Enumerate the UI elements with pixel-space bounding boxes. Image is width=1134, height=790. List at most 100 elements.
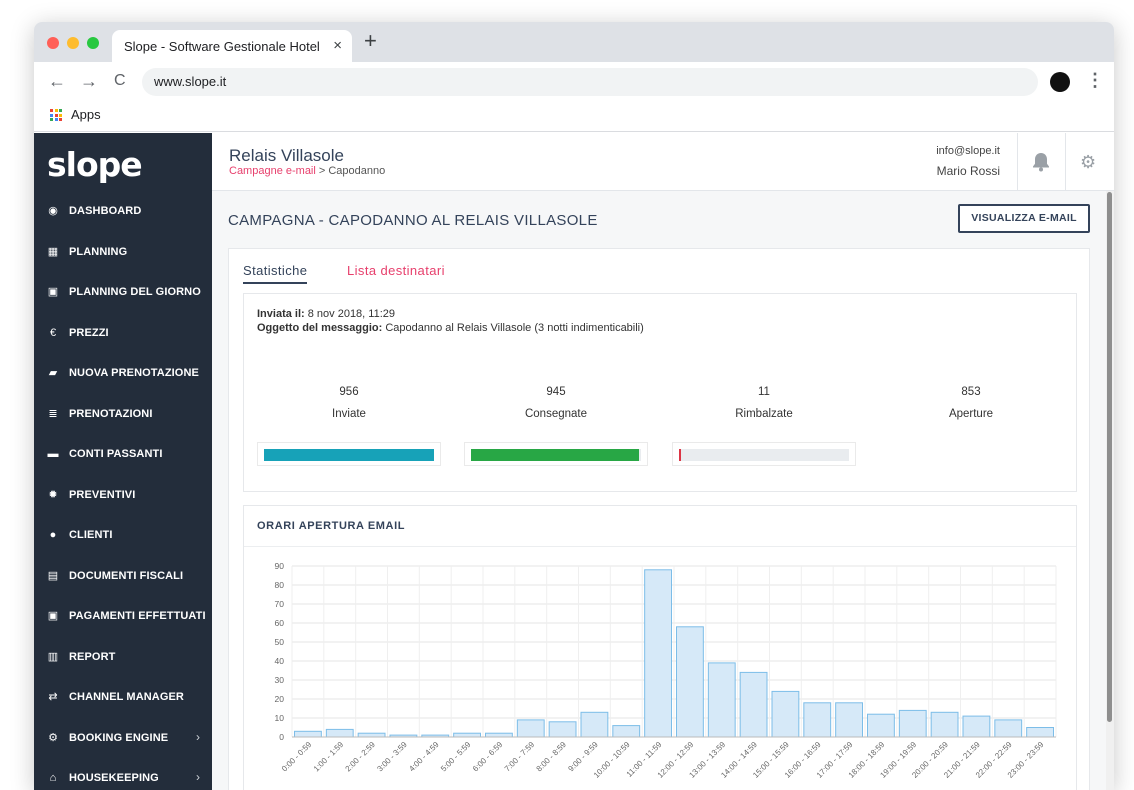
breadcrumb-link-campagne[interactable]: Campagne e-mail xyxy=(229,165,316,177)
y-tick-label: 40 xyxy=(275,656,285,666)
archive-icon: ▤ xyxy=(47,569,59,582)
chart-title: ORARI APERTURA EMAIL xyxy=(257,520,406,532)
forward-arrow-icon[interactable]: → xyxy=(80,71,98,91)
chart-bar xyxy=(771,690,800,738)
bar-chart-icon: ▥ xyxy=(47,650,59,663)
sidebar-item-pagamenti-effettuati[interactable]: ▣ PAGAMENTI EFFETTUATI xyxy=(34,597,212,637)
chart-bar xyxy=(644,569,672,738)
open-times-chart-card: ORARI APERTURA EMAIL 0 10 20 30 40 50 60 70 80 90… xyxy=(243,505,1077,790)
sidebar-item-label: PLANNING DEL GIORNO xyxy=(69,286,201,298)
settings-button[interactable]: ⚙ xyxy=(1065,133,1113,191)
subject-label: Oggetto del messaggio: xyxy=(257,322,383,334)
sidebar-item-label: PRENOTAZIONI xyxy=(69,407,153,420)
scrollbar-thumb[interactable] xyxy=(1107,192,1112,722)
sidebar-item-preventivi[interactable]: ✹ PREVENTIVI xyxy=(34,476,212,516)
sidebar-item-prezzi[interactable]: € PREZZI xyxy=(34,314,212,354)
x-tick-label: 4:00 - 4:59 xyxy=(407,740,441,774)
notifications-button[interactable] xyxy=(1017,133,1065,191)
sidebar-item-dashboard[interactable]: ◉ DASHBOARD xyxy=(34,192,212,232)
url-text: www.slope.it xyxy=(154,74,227,89)
back-arrow-icon[interactable]: ← xyxy=(48,71,66,91)
sidebar-item-nuova-prenotazione[interactable]: ▰ NUOVA PRENOTAZIONE xyxy=(34,354,212,394)
chart-bar xyxy=(548,721,577,738)
chart-bar xyxy=(707,662,736,738)
y-tick-label: 50 xyxy=(275,637,285,647)
reload-icon[interactable]: C xyxy=(114,72,126,89)
maximize-window-button[interactable] xyxy=(87,37,99,49)
open-times-bar-chart: 0 10 20 30 40 50 60 70 80 90 0:00 - 0:591:00 - 1:5… xyxy=(275,561,1057,780)
euro-icon: € xyxy=(49,326,57,339)
stat-value: 956 xyxy=(339,386,359,398)
money-icon: ▣ xyxy=(47,610,59,622)
sidebar: slope ◉ DASHBOARD ▦ PLANNING ▣ PLANNING DEL G… xyxy=(34,133,212,790)
sent-value: 8 nov 2018, 11:29 xyxy=(304,308,396,320)
sidebar-item-report[interactable]: ▥ REPORT xyxy=(34,638,212,678)
stat-label: Rimbalzate xyxy=(735,408,793,420)
stat-value: 853 xyxy=(961,386,981,398)
sidebar-item-planning-del-giorno[interactable]: ▣ PLANNING DEL GIORNO xyxy=(34,273,212,313)
briefcase-icon: ▬ xyxy=(47,448,59,460)
x-tick-label: 2:00 - 2:59 xyxy=(344,740,378,774)
close-window-button[interactable] xyxy=(47,37,59,49)
calendar-icon: ▦ xyxy=(47,245,59,258)
hotel-name: Relais Villasole xyxy=(229,146,344,165)
sidebar-item-conti-passanti[interactable]: ▬ CONTI PASSANTI xyxy=(34,435,212,475)
tab-statistiche[interactable]: Statistiche xyxy=(243,263,308,284)
page-header: Relais Villasole Campagne e-mail > Capod… xyxy=(212,133,1114,191)
sidebar-item-label: NUOVA PRENOTAZIONE xyxy=(69,367,199,379)
apps-grid-icon[interactable] xyxy=(50,109,62,121)
y-tick-label: 0 xyxy=(279,732,284,742)
x-tick-label: 5:00 - 5:59 xyxy=(439,740,473,774)
progress-inviate xyxy=(257,442,441,466)
user-email[interactable]: info@slope.it xyxy=(936,145,1000,157)
x-tick-label: 9:00 - 9:59 xyxy=(566,740,600,774)
slope-logo[interactable]: slope xyxy=(47,145,143,184)
breadcrumb: Campagne e-mail > Capodanno xyxy=(229,165,385,177)
chart-bar xyxy=(898,709,927,738)
home-icon: ⌂ xyxy=(49,772,57,784)
new-tab-button[interactable]: + xyxy=(364,28,377,53)
sidebar-item-clienti[interactable]: ● CLIENTI xyxy=(34,516,212,556)
sent-date: Inviata il: 8 nov 2018, 11:29 xyxy=(257,308,395,320)
tab-lista-destinatari[interactable]: Lista destinatari xyxy=(347,263,445,278)
sidebar-item-booking-engine[interactable]: ⚙ BOOKING ENGINE › xyxy=(34,719,212,759)
y-tick-label: 30 xyxy=(275,675,285,685)
gear-icon: ⚙ xyxy=(1080,152,1097,172)
x-tick-label: 0:00 - 0:59 xyxy=(280,740,314,774)
sidebar-item-label: CLIENTI xyxy=(69,529,113,541)
user-name[interactable]: Mario Rossi xyxy=(936,164,1000,178)
progress-fill xyxy=(264,449,434,461)
sidebar-item-housekeeping[interactable]: ⌂ HOUSEKEEPING › xyxy=(34,759,212,790)
progress-fill xyxy=(679,449,682,461)
chart-bar xyxy=(994,719,1023,738)
bookmarks-bar: Apps xyxy=(34,102,1114,132)
campaign-card: Statistiche Lista destinatari Inviata il… xyxy=(228,248,1090,790)
sidebar-item-planning[interactable]: ▦ PLANNING xyxy=(34,233,212,273)
profile-avatar-icon[interactable] xyxy=(1050,72,1070,92)
apps-bookmark[interactable]: Apps xyxy=(71,107,101,122)
subject-line: Oggetto del messaggio: Capodanno al Rela… xyxy=(257,322,644,334)
subject-value: Capodanno al Relais Villasole (3 notti i… xyxy=(382,322,644,334)
sidebar-item-label: CONTI PASSANTI xyxy=(69,448,163,460)
sidebar-item-prenotazioni[interactable]: ≣ PRENOTAZIONI xyxy=(34,395,212,435)
y-tick-label: 80 xyxy=(275,580,285,590)
y-tick-label: 10 xyxy=(275,713,285,723)
y-tick-label: 60 xyxy=(275,618,285,628)
sidebar-item-channel-manager[interactable]: ⇄ CHANNEL MANAGER xyxy=(34,678,212,718)
browser-menu-icon[interactable]: ⋮ xyxy=(1086,70,1104,90)
sidebar-item-label: REPORT xyxy=(69,650,116,663)
progress-fill xyxy=(471,449,639,461)
progress-track xyxy=(471,449,641,461)
close-tab-icon[interactable]: × xyxy=(333,37,342,54)
sidebar-item-label: PAGAMENTI EFFETTUATI xyxy=(69,610,206,622)
list-icon: ≣ xyxy=(48,407,58,420)
chart-bar xyxy=(516,719,545,738)
sidebar-item-documenti-fiscali[interactable]: ▤ DOCUMENTI FISCALI xyxy=(34,557,212,597)
users-icon: ● xyxy=(49,529,57,541)
stat-label: Aperture xyxy=(948,408,994,420)
address-bar[interactable]: www.slope.it xyxy=(142,68,1038,96)
stat-aperture: 853 Aperture xyxy=(881,386,1061,420)
browser-tab[interactable]: Slope - Software Gestionale Hotel × xyxy=(112,30,352,62)
view-email-button[interactable]: VISUALIZZA E-MAIL xyxy=(958,204,1090,233)
minimize-window-button[interactable] xyxy=(67,37,79,49)
